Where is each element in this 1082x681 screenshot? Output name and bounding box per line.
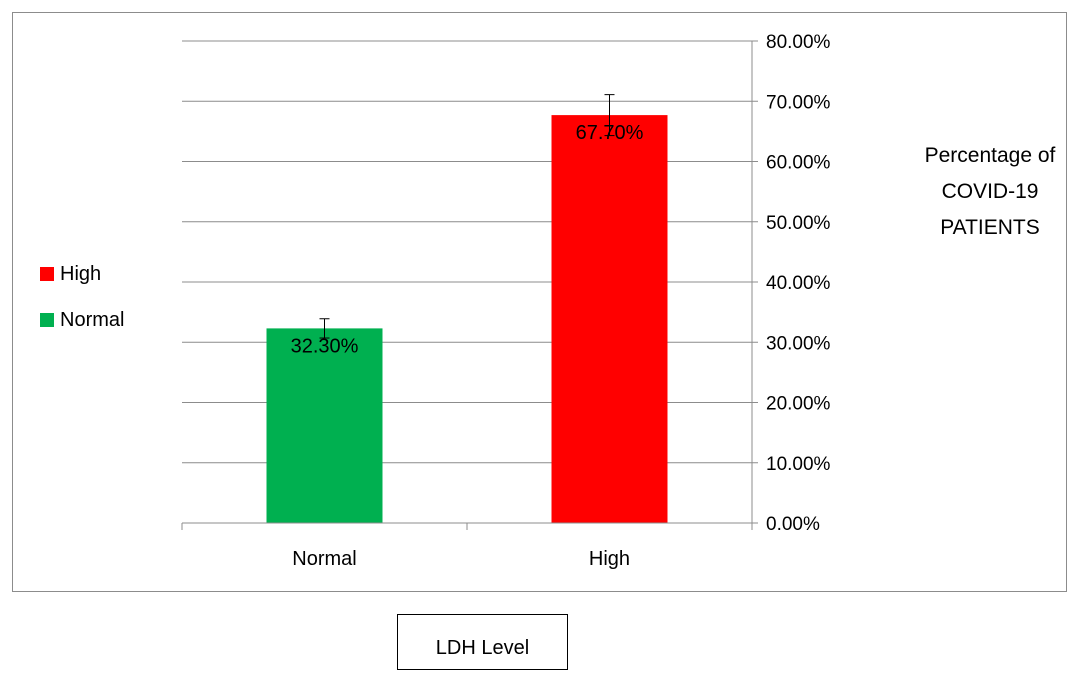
- y-tick-label: 40.00%: [766, 273, 831, 294]
- y-tick-label: 20.00%: [766, 394, 831, 415]
- legend: High Normal: [40, 263, 124, 331]
- y-axis-label-line-3: PATIENTS: [940, 216, 1040, 239]
- chart-frame: [12, 12, 1067, 592]
- bars: 32.30% 67.70%: [266, 94, 668, 524]
- y-tick-label: 0.00%: [766, 514, 820, 535]
- y-tick-label: 10.00%: [766, 454, 831, 475]
- x-axis-label: LDH Level: [435, 637, 530, 659]
- legend-swatch: [40, 267, 54, 281]
- x-axis-label-box: LDH Level: [397, 614, 568, 670]
- y-tick-label: 60.00%: [766, 153, 831, 174]
- bar-normal: [266, 328, 383, 523]
- y-tick-label: 30.00%: [766, 333, 831, 354]
- bar-chart: 32.30% 67.70% 0.00% 10.00% 20.00% 30.00% 40.0…: [40, 32, 831, 570]
- legend-swatch: [40, 313, 54, 327]
- data-label: 32.30%: [291, 335, 359, 357]
- y-tick-label: 70.00%: [766, 92, 831, 113]
- x-tick-label: High: [589, 548, 630, 570]
- bar-high: [551, 115, 668, 524]
- legend-entry: Normal: [60, 309, 124, 331]
- y-tick-label: 80.00%: [766, 32, 831, 53]
- x-tick-label: Normal: [292, 548, 356, 570]
- y-axis-label-line-2: COVID-19: [941, 180, 1039, 203]
- legend-entry: High: [60, 263, 101, 285]
- axes: 0.00% 10.00% 20.00% 30.00% 40.00% 50.00% 60.00…: [181, 32, 831, 570]
- y-tick-label: 50.00%: [766, 213, 831, 234]
- data-label: 67.70%: [576, 122, 644, 144]
- y-axis-label-line-1: Percentage of: [924, 144, 1056, 167]
